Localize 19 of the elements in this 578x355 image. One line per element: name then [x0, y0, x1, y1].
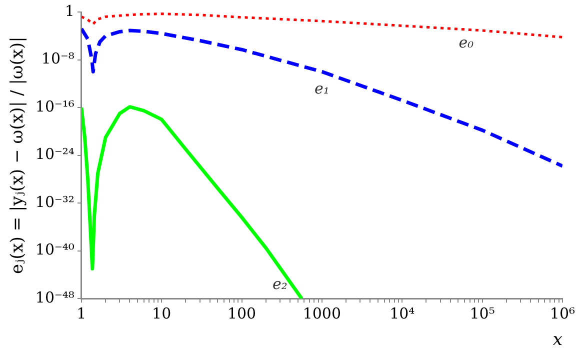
- y-tick-label: 10⁻³²: [35, 192, 74, 211]
- x-axis-title: x: [552, 330, 563, 350]
- y-tick-label: 1: [64, 2, 74, 20]
- y-tick-label: 10⁻²⁴: [35, 145, 74, 164]
- x-tick-label: 1000: [302, 304, 342, 322]
- y-tick-label: 10⁻⁴⁰: [35, 240, 74, 259]
- x-tick-label: 10⁶: [550, 304, 576, 322]
- y-axis-title: eⱼ(x) = |yⱼ(x) − ω(x)| / |ω(x)|: [8, 36, 28, 274]
- y-tick-label: 10⁻⁸: [41, 50, 74, 68]
- series-label: e₀: [458, 33, 474, 52]
- series-label: e₂: [272, 275, 288, 294]
- x-tick-label: 10: [152, 304, 172, 322]
- y-tick-label: 10⁻⁴⁸: [35, 288, 74, 306]
- x-tick-label: 10⁴: [390, 304, 415, 322]
- x-tick-label: 10⁵: [470, 304, 495, 322]
- x-tick-label: 100: [227, 304, 256, 322]
- series-label: e₁: [314, 80, 330, 98]
- x-tick-label: 1: [76, 304, 86, 322]
- y-tick-label: 10⁻¹⁶: [35, 97, 74, 116]
